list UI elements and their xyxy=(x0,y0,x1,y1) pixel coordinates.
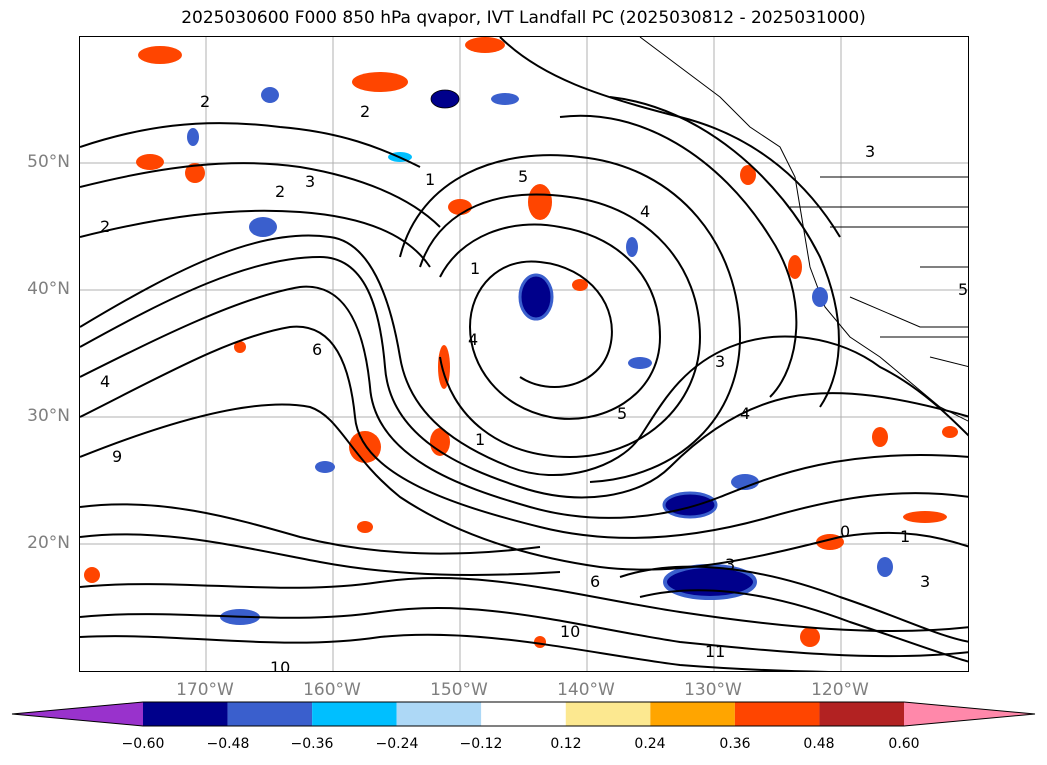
contour-label: 9 xyxy=(112,447,122,466)
map-title: 2025030600 F000 850 hPa qvapor, IVT Land… xyxy=(181,8,866,28)
colorbar xyxy=(0,700,1047,734)
colorbar-tick: 0.24 xyxy=(634,736,666,752)
lon-label-170w: 170°W xyxy=(176,680,234,700)
contour-label: 3 xyxy=(305,172,315,191)
colorbar-swatches xyxy=(11,701,1036,727)
colorbar-extend-low xyxy=(12,702,143,726)
contour-label: 2 xyxy=(100,217,110,236)
contour-label: 1 xyxy=(900,527,910,546)
colorbar-segment xyxy=(650,702,735,726)
contour-label: 1 xyxy=(470,259,480,278)
lon-label-120w: 120°W xyxy=(811,680,869,700)
colorbar-segment xyxy=(819,702,904,726)
contour-label: 3 xyxy=(715,352,725,371)
colorbar-tick: 0.36 xyxy=(719,736,751,752)
lon-label-140w: 140°W xyxy=(557,680,615,700)
contour-label: 5 xyxy=(958,280,968,299)
colorbar-tick: −0.36 xyxy=(290,736,334,752)
contour-label: 2 xyxy=(275,182,285,201)
contour-label: 10 xyxy=(270,658,290,672)
colorbar-tick: −0.48 xyxy=(206,736,250,752)
contour-label: 11 xyxy=(705,642,725,661)
contour-label: 10 xyxy=(560,622,580,641)
colorbar-segment xyxy=(481,702,566,726)
contour-label: 2 xyxy=(360,102,370,121)
colorbar-segment xyxy=(227,702,313,726)
contour-labels: 2 2 2 3 2 1 5 4 3 1 4 1 6 3 5 9 10 11 10… xyxy=(100,92,968,672)
contour-label: 5 xyxy=(617,404,627,423)
colorbar-outline xyxy=(11,701,1036,727)
contour-label: 4 xyxy=(100,372,110,391)
lat-label-20n: 20°N xyxy=(27,533,70,553)
colorbar-segment xyxy=(565,702,651,726)
contour-label: 2 xyxy=(200,92,210,111)
contour-label: 5 xyxy=(518,167,528,186)
lat-label-50n: 50°N xyxy=(27,152,70,172)
contour-label: 3 xyxy=(865,142,875,161)
map-panel: 2 2 2 3 2 1 5 4 3 1 4 1 6 3 5 9 10 11 10… xyxy=(79,36,969,672)
contour-label: 6 xyxy=(590,572,600,591)
colorbar-segment xyxy=(143,702,228,726)
colorbar-tick: 0.12 xyxy=(550,736,582,752)
colorbar-tick: −0.60 xyxy=(121,736,165,752)
contour-label: 1 xyxy=(475,430,485,449)
colorbar-tick: 0.60 xyxy=(888,736,920,752)
colorbar-tick: −0.24 xyxy=(375,736,419,752)
map-canvas: 2 2 2 3 2 1 5 4 3 1 4 1 6 3 5 9 10 11 10… xyxy=(80,37,968,672)
ivt-contours xyxy=(80,37,968,671)
colorbar-segment xyxy=(734,702,820,726)
contour-label: 3 xyxy=(725,555,735,574)
contour-label: 4 xyxy=(468,330,478,349)
graticule xyxy=(80,37,968,671)
colorbar-extend-high xyxy=(904,702,1035,726)
colorbar-tick: −0.12 xyxy=(459,736,503,752)
colorbar-segment xyxy=(396,702,482,726)
lon-label-160w: 160°W xyxy=(303,680,361,700)
contour-label: 0 xyxy=(840,522,850,541)
contour-label: 3 xyxy=(920,572,930,591)
lat-label-40n: 40°N xyxy=(27,279,70,299)
contour-label: 1 xyxy=(425,170,435,189)
contour-label: 4 xyxy=(740,404,750,423)
colorbar-tick: 0.48 xyxy=(803,736,835,752)
colorbar-segment xyxy=(312,702,397,726)
lat-label-30n: 30°N xyxy=(27,406,70,426)
contour-label: 6 xyxy=(312,340,322,359)
contour-label: 4 xyxy=(640,202,650,221)
lon-label-130w: 130°W xyxy=(684,680,742,700)
lon-label-150w: 150°W xyxy=(430,680,488,700)
